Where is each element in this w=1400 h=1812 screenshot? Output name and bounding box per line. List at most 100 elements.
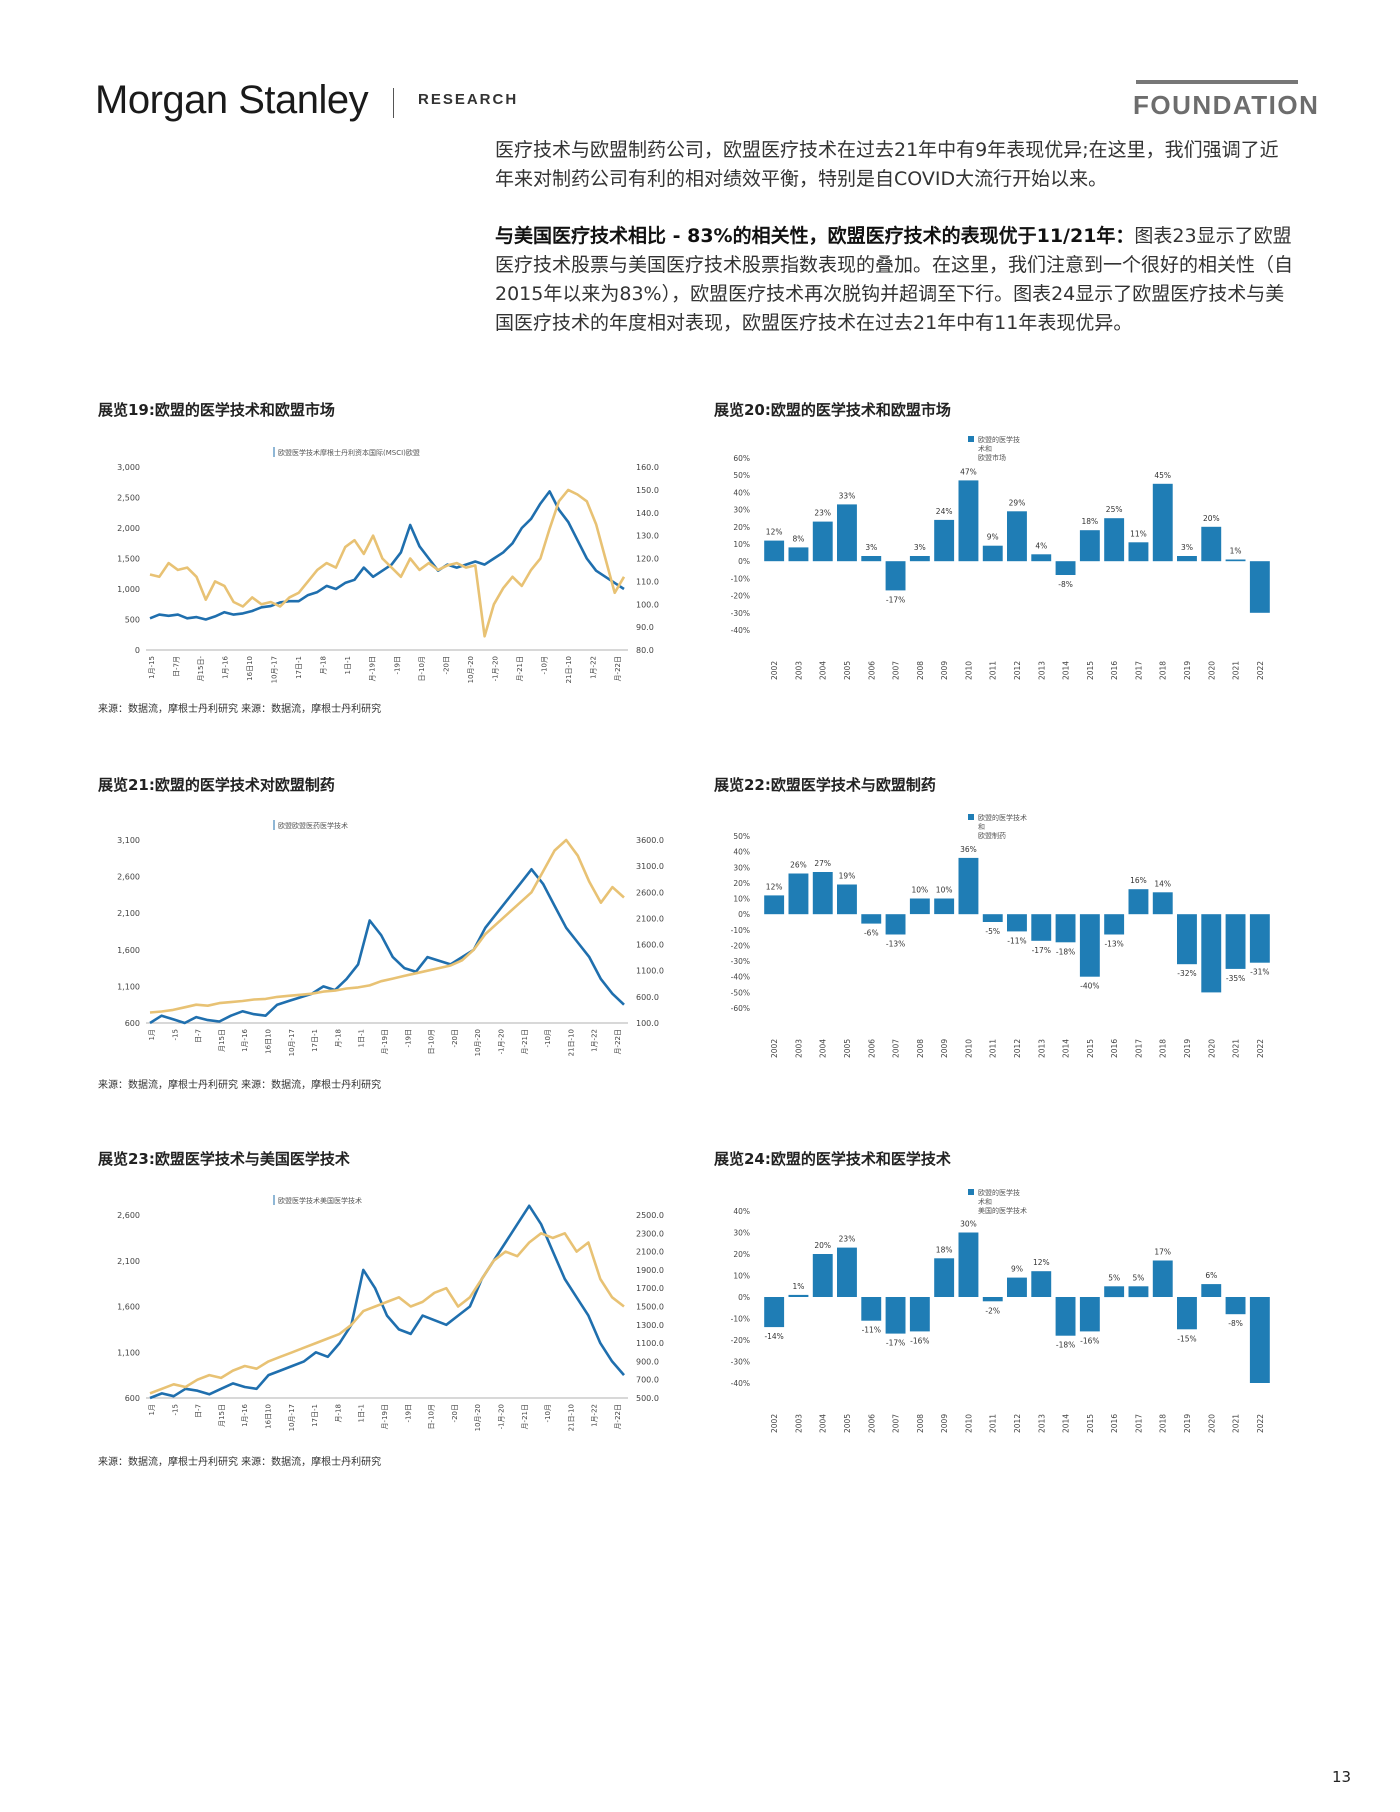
right-tick-label: 1900.0: [636, 1266, 664, 1275]
right-tick-label: 1600.0: [636, 941, 664, 950]
legend-label: 欧盟市场: [978, 453, 1006, 462]
right-tick-label: 160.0: [636, 463, 659, 472]
data-label: 12%: [766, 528, 783, 537]
x-tick-label: 1日-1: [344, 656, 352, 674]
data-label: 18%: [936, 1245, 953, 1254]
bar: [1079, 914, 1100, 977]
y-tick-label: 50%: [733, 832, 750, 841]
data-label: 10%: [936, 886, 953, 895]
data-label: 29%: [1009, 498, 1026, 507]
bar: [1249, 1297, 1270, 1383]
data-label: -16%: [910, 1336, 929, 1345]
right-tick-label: 100.0: [636, 1019, 659, 1028]
category-label: 2006: [867, 1414, 876, 1433]
bar: [1128, 542, 1149, 562]
y-tick-label: 20%: [733, 879, 750, 888]
data-label: 12%: [1033, 1258, 1050, 1267]
series-line-1: [149, 1231, 625, 1395]
data-label: -8%: [1058, 580, 1073, 589]
right-tick-label: 100.0: [636, 600, 659, 609]
data-label: 36%: [960, 845, 977, 854]
x-tick-label: -20日: [451, 1029, 459, 1047]
x-tick-label: -20日: [442, 656, 450, 674]
x-tick-label: 21日-10: [565, 656, 573, 683]
page-number: 13: [1332, 1768, 1352, 1786]
bar: [982, 1297, 1003, 1302]
y-tick-label: 20%: [733, 523, 750, 532]
category-label: 2004: [819, 661, 828, 680]
category-label: 2014: [1062, 1414, 1071, 1433]
category-label: 2010: [964, 1414, 973, 1433]
data-label: -18%: [1056, 1341, 1075, 1350]
bar: [788, 873, 809, 915]
bar: [1177, 556, 1197, 562]
exhibit-19-title: 展览19:欧盟的医学技术和欧盟市场: [98, 401, 335, 419]
x-tick-label: 月-22日: [614, 1404, 622, 1429]
data-label: 10%: [912, 886, 929, 895]
x-tick-label: 1月: [148, 1404, 156, 1415]
bar: [861, 556, 882, 562]
research-label: RESEARCH: [418, 91, 519, 108]
y-tick-label: -10%: [731, 1315, 750, 1324]
data-label: 9%: [1011, 1265, 1023, 1274]
legend-label: 欧盟医学技术摩根士丹利资本国际(MSCI)欧盟: [278, 448, 420, 457]
right-tick-label: 120.0: [636, 555, 659, 564]
exhibit-21-line-chart: 欧盟欧盟医药医学技术 3,100 2,600 2,100 1,600 1,100 600 36…: [117, 820, 664, 1056]
category-label: 2022: [1256, 1039, 1265, 1058]
category-label: 2017: [1134, 1414, 1143, 1433]
data-label: 9%: [987, 533, 999, 542]
category-label: 2008: [916, 661, 925, 680]
data-label: 25%: [1106, 505, 1123, 514]
x-tick-label: 1日-1: [358, 1029, 366, 1047]
category-label: 2013: [1037, 661, 1046, 680]
left-tick-label: 0: [135, 646, 140, 655]
x-tick-label: 1月-16: [241, 1028, 249, 1051]
x-tick-label: 日-7: [195, 1404, 203, 1418]
right-tick-label: 2100.0: [636, 1248, 664, 1257]
bar: [1031, 914, 1052, 941]
x-tick-label: -10月: [544, 1404, 552, 1422]
x-tick-label: 21日-10: [567, 1404, 575, 1431]
data-label: -16%: [1080, 1336, 1099, 1345]
category-label: 2019: [1183, 661, 1192, 680]
data-label: 14%: [1154, 879, 1171, 888]
x-tick-label: -19日: [404, 1404, 412, 1422]
x-tick-label: 月-19日: [381, 1404, 389, 1429]
bar: [1249, 561, 1270, 613]
right-tick-label: 900.0: [636, 1357, 659, 1366]
category-label: 2002: [770, 661, 779, 680]
x-tick-label: 1月-16: [241, 1403, 249, 1426]
bar: [788, 1294, 809, 1297]
y-tick-label: 0%: [738, 1293, 750, 1302]
bar: [1104, 518, 1125, 562]
category-label: 2016: [1110, 661, 1119, 680]
bar: [837, 504, 857, 562]
data-label: -14%: [764, 1332, 783, 1341]
legend-label: 术和: [978, 444, 992, 453]
x-tick-label: 17日-1: [311, 1029, 319, 1052]
right-tick-label: 2500.0: [636, 1211, 664, 1220]
x-tick-label: -1月-20: [491, 656, 499, 681]
data-label: 24%: [936, 507, 953, 516]
x-tick-label: 10月-20: [467, 656, 475, 683]
y-tick-label: -30%: [731, 609, 750, 618]
x-tick-label: 月15日-: [197, 656, 205, 682]
bar: [1079, 530, 1100, 562]
bar: [958, 857, 979, 915]
y-tick-label: 40%: [733, 1207, 750, 1216]
bar: [812, 1254, 833, 1297]
bar: [1177, 914, 1197, 965]
legend-label: 欧盟欧盟医药医学技术: [278, 821, 348, 830]
x-tick-label: 10月-20: [474, 1404, 482, 1431]
legend-swatch: [968, 1189, 974, 1195]
exhibit-22-title: 展览22:欧盟医学技术与欧盟制药: [714, 776, 936, 794]
left-tick-label: 2,000: [117, 524, 140, 533]
exhibit-24-title: 展览24:欧盟的医学技术和医学技术: [714, 1150, 951, 1168]
y-tick-label: 10%: [733, 540, 750, 549]
x-tick-label: 月-21日: [521, 1404, 529, 1429]
data-label: -31%: [1250, 968, 1269, 977]
bar: [1225, 559, 1246, 562]
bar: [909, 1297, 930, 1332]
data-label: -6%: [864, 929, 879, 938]
